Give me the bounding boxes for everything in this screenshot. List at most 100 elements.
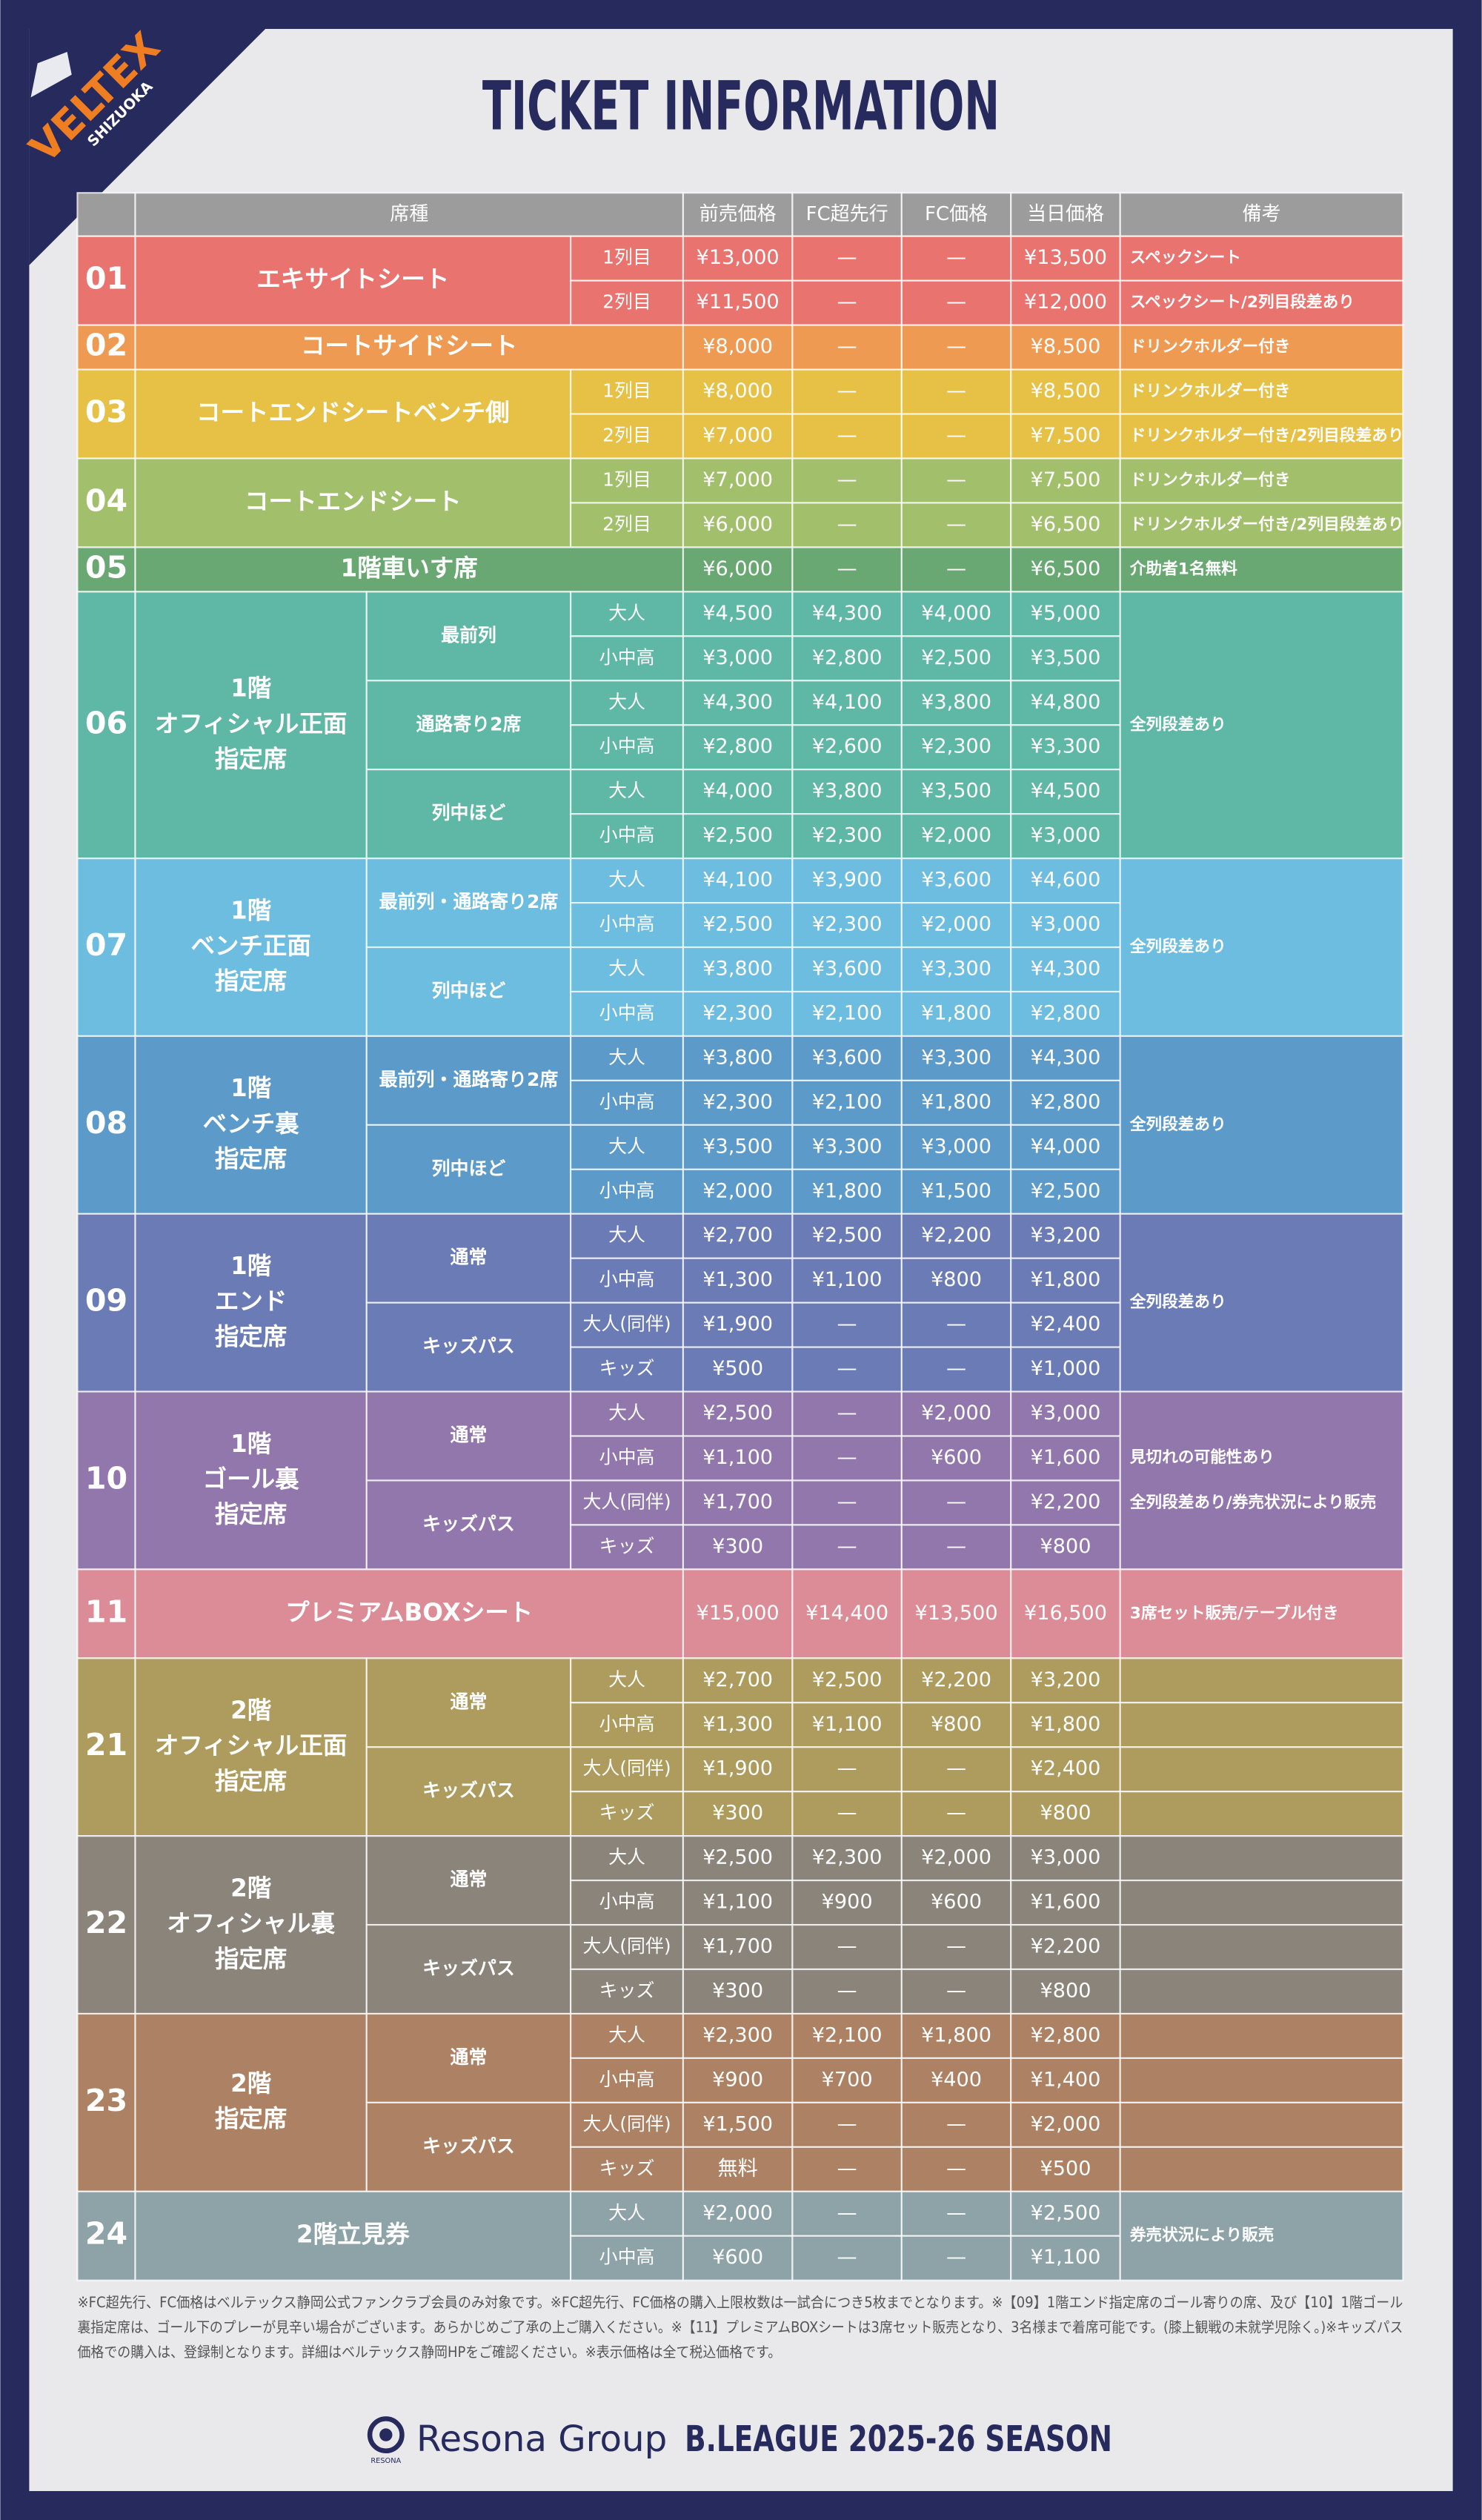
note-cell	[1119, 1923, 1404, 1971]
seat-name: 1階	[230, 1252, 271, 1280]
price: ¥3,000	[1031, 1846, 1101, 1869]
note: 介助者1名無料	[1129, 559, 1237, 578]
row-label: 小中高	[599, 1447, 655, 1468]
price: ¥16,500	[1024, 1602, 1107, 1625]
price-cell	[791, 1390, 903, 1437]
price-cell	[1010, 457, 1121, 504]
group-number-cell	[76, 368, 136, 460]
price: ¥2,200	[1031, 1491, 1101, 1513]
header-cell	[791, 192, 903, 237]
price-cell	[1010, 1168, 1121, 1215]
group-number: 10	[85, 1461, 127, 1496]
price-cell	[1010, 2101, 1121, 2148]
seat-name: オフィシャル正面	[155, 709, 347, 737]
price-cell	[791, 2235, 903, 2281]
price: ¥800	[1040, 1979, 1091, 2002]
price: ¥400	[931, 2068, 982, 2091]
header-cell	[1119, 192, 1404, 237]
price: —	[946, 513, 966, 536]
price-cell	[900, 413, 1012, 460]
seat-name-cell	[134, 1835, 368, 2015]
price: ¥3,000	[1031, 824, 1101, 847]
price: ¥2,300	[812, 913, 883, 936]
row-label: キッズ	[599, 1980, 655, 2001]
price-cell	[900, 1880, 1012, 1926]
row-label: キッズ	[599, 1802, 655, 1823]
price: ¥2,000	[921, 824, 991, 847]
note-cell	[1119, 1968, 1404, 2015]
price: —	[837, 557, 857, 580]
seat-name: 1階車いす席	[341, 554, 478, 582]
row-label: 小中高	[599, 1002, 655, 1024]
note-cell	[1119, 2012, 1404, 2060]
price-cell	[1010, 591, 1121, 637]
price-cell	[682, 1880, 794, 1926]
price-cell	[791, 1968, 903, 2015]
price: —	[837, 1935, 857, 1958]
price: ¥6,500	[1031, 513, 1101, 536]
price: ¥8,000	[702, 379, 773, 402]
note: 全列段差あり/券売状況により販売	[1129, 1493, 1377, 1512]
price-cell	[900, 546, 1012, 593]
row-label: 大人	[608, 602, 645, 623]
group-number: 05	[85, 549, 127, 585]
price-cell	[682, 1657, 794, 1704]
price: ¥2,300	[702, 1090, 773, 1113]
price: ¥1,500	[921, 1179, 991, 1202]
price: ¥2,400	[1031, 1313, 1101, 1336]
header-label: 備考	[1243, 203, 1281, 225]
note: 見切れの可能性あり	[1130, 1448, 1275, 1467]
group-number-cell	[76, 1390, 136, 1571]
seat-name: コートサイドシート	[301, 332, 518, 360]
price-cell	[1010, 324, 1121, 371]
row-label-cell	[570, 1479, 685, 1526]
sponsor: Resona Group	[416, 2419, 667, 2460]
row-label: 2列目	[602, 291, 651, 313]
seat-name: 指定席	[215, 1767, 288, 1795]
price-cell	[1010, 1791, 1121, 1837]
price: ¥1,500	[702, 2112, 773, 2135]
row-label: 小中高	[599, 1091, 655, 1113]
seat-name: 1階	[230, 1074, 271, 1102]
section-label: 通常	[451, 1691, 488, 1712]
price: ¥2,300	[921, 735, 991, 758]
price: ¥3,300	[921, 958, 991, 981]
price-cell	[791, 1746, 903, 1793]
price: ¥600	[931, 1891, 982, 1914]
price: ¥700	[822, 2068, 873, 2091]
price: ¥2,500	[702, 824, 773, 847]
price: ¥4,000	[921, 602, 991, 625]
section-label: キッズパス	[422, 1957, 515, 1979]
section-label: 通常	[451, 1869, 488, 1890]
price: ¥2,000	[1031, 2112, 1101, 2135]
price-cell	[900, 2101, 1012, 2148]
section-cell	[365, 1390, 572, 1482]
price: ¥2,000	[921, 1402, 991, 1425]
seat-name: 指定席	[215, 1145, 288, 1173]
price: ¥3,000	[1031, 913, 1101, 936]
row-label: 2列目	[602, 425, 651, 446]
note: 全列段差あり	[1129, 1293, 1226, 1312]
price: ¥6,500	[1031, 557, 1101, 580]
price-cell	[900, 2190, 1012, 2237]
price: —	[837, 1313, 857, 1336]
price-cell	[682, 1479, 794, 1526]
section-label: 通路寄り2席	[416, 713, 521, 735]
price-cell	[1010, 946, 1121, 993]
price-cell	[1010, 2235, 1121, 2281]
group-number: 23	[85, 2083, 127, 2118]
price: ¥2,800	[1031, 1001, 1101, 1024]
seat-name-cell	[134, 235, 572, 326]
price-cell	[1010, 2057, 1121, 2103]
group-number: 09	[85, 1283, 127, 1319]
price: ¥2,300	[702, 2023, 773, 2046]
seat-name: 指定席	[215, 967, 288, 995]
price-cell	[791, 1524, 903, 1571]
note-cell	[1119, 1791, 1404, 1837]
note-cell	[1119, 502, 1404, 548]
price: ¥3,600	[921, 869, 991, 892]
price-cell	[682, 502, 794, 548]
price-cell	[900, 1346, 1012, 1393]
price: ¥3,300	[921, 1046, 991, 1069]
section-label: キッズパス	[422, 1513, 515, 1534]
